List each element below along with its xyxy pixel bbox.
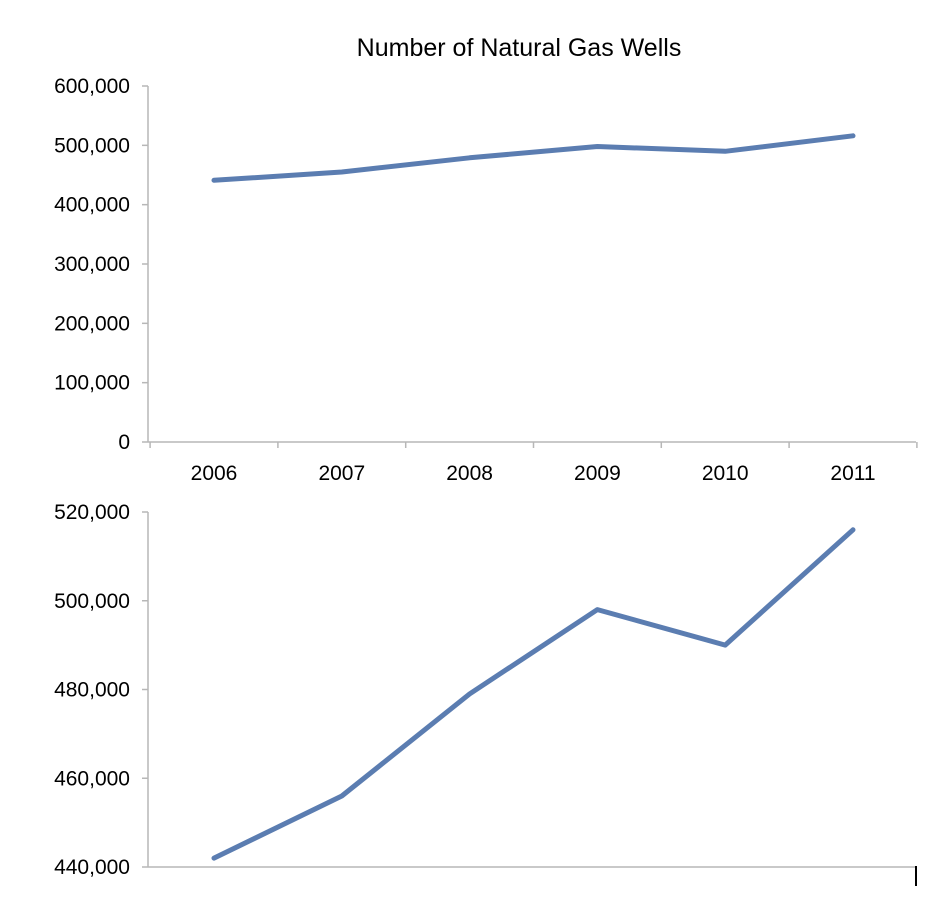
y-tick-label: 460,000 <box>54 767 130 790</box>
y-tick-label: 500,000 <box>54 590 130 613</box>
x-tick-label: 2008 <box>446 462 493 485</box>
x-tick-label: 2006 <box>191 462 238 485</box>
y-tick-label: 520,000 <box>54 501 130 524</box>
x-tick-label: 2007 <box>318 462 365 485</box>
series-line <box>211 527 856 861</box>
y-tick-label: 100,000 <box>54 372 130 395</box>
y-tick-label: 400,000 <box>54 194 130 217</box>
y-tick-label: 600,000 <box>54 75 130 98</box>
series-line <box>211 133 856 183</box>
y-tick-label: 0 <box>118 431 130 454</box>
bottom-line-chart: 440,000 460,000 480,000 500,000 520,000 <box>54 501 916 879</box>
x-tick-label: 2011 <box>830 462 875 485</box>
y-tick-label: 200,000 <box>54 312 130 335</box>
top-line-chart: 0 100,000 200,000 300,000 400,000 500,000 600,… <box>54 75 918 485</box>
x-tick-label: 2009 <box>574 462 621 485</box>
chart-title: Number of Natural Gas Wells <box>357 34 682 62</box>
y-tick-label: 300,000 <box>54 253 130 276</box>
y-tick-label: 440,000 <box>54 856 130 879</box>
x-tick-label: 2010 <box>702 462 749 485</box>
y-tick-label: 500,000 <box>54 134 130 157</box>
y-tick-label: 480,000 <box>54 679 130 702</box>
